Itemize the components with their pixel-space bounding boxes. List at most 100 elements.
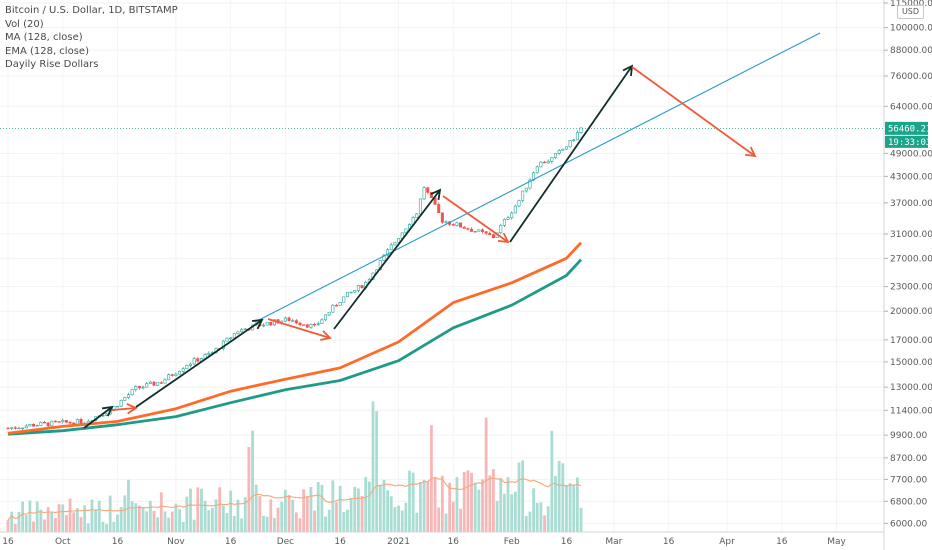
volume-bar <box>408 470 411 532</box>
candle-body <box>404 228 408 234</box>
volume-bar <box>232 516 236 532</box>
candle-body <box>261 324 265 327</box>
volume-bar <box>258 496 262 532</box>
volume-bar <box>422 480 426 532</box>
y-tick-label: 6000.00 <box>890 519 927 529</box>
candle-body <box>192 358 196 365</box>
volume-bar <box>6 520 10 532</box>
grid-layer <box>0 0 884 532</box>
volume-bar <box>484 417 488 532</box>
candle-body <box>316 323 320 325</box>
volume-bar <box>269 499 273 532</box>
y-tick-label: 17000.00 <box>890 336 932 346</box>
y-axis: 6000.00 6800.00 7700.00 8700.00 9900.00 11400… <box>883 0 932 550</box>
x-tick-label: Feb <box>504 537 520 547</box>
volume-bar <box>57 504 61 532</box>
volume-bar <box>576 477 579 532</box>
candle-body <box>156 382 160 386</box>
volume-bar <box>134 503 138 532</box>
y-tick-label: 23000.00 <box>890 283 932 293</box>
legend-symbol[interactable]: Bitcoin / U.S. Dollar, 1D, BITSTAMP <box>5 5 178 16</box>
candle-body <box>517 200 521 207</box>
x-tick-label: 16 <box>2 537 14 547</box>
candle-body <box>386 249 390 256</box>
candle-body <box>272 319 276 326</box>
y-tick-label: 37000.00 <box>890 199 932 209</box>
candle-body <box>484 231 488 234</box>
candle-body <box>539 161 543 168</box>
volume-bar <box>415 512 419 532</box>
candle-body <box>462 226 466 229</box>
y-tick-label: 31000.00 <box>890 230 932 240</box>
volume-bar <box>207 510 211 532</box>
candle-body <box>10 427 14 429</box>
arrow-up-3 <box>333 189 441 330</box>
y-tick-label: 88000.00 <box>890 46 932 56</box>
candle-body <box>506 217 510 220</box>
volume-bar <box>17 511 21 532</box>
candle-body <box>24 425 28 429</box>
volume-bar <box>342 511 346 532</box>
last-price-value: 56460.21 <box>888 125 931 135</box>
volume-bar <box>61 504 65 532</box>
candle-body <box>145 383 149 388</box>
candle-body <box>130 389 134 396</box>
legend-custom-indicator[interactable]: Dayily Rise Dollars <box>5 59 99 70</box>
volume-bar <box>579 507 583 532</box>
volume-bar <box>335 502 338 532</box>
candle-body <box>564 146 568 150</box>
x-tick-label: May <box>827 537 846 547</box>
candle-body <box>287 317 291 321</box>
candle-body <box>35 424 39 427</box>
volume-bar <box>211 507 214 532</box>
y-tick-label: 8700.00 <box>890 454 927 464</box>
legend-ema[interactable]: EMA (128, close) <box>5 45 89 57</box>
volume-bar <box>331 480 335 532</box>
volume-bar <box>389 496 393 532</box>
volume-bar <box>426 481 430 532</box>
volume-bar <box>444 513 448 532</box>
volume-bar <box>276 507 280 532</box>
x-tick-label: 16 <box>112 537 124 547</box>
volume-bar <box>39 509 43 532</box>
candle-body <box>459 222 463 228</box>
candle-body <box>572 139 576 141</box>
legend-ma[interactable]: MA (128, close) <box>5 32 83 43</box>
volume-bar <box>105 524 108 532</box>
volume-bar <box>411 472 415 532</box>
volume-bar <box>557 460 561 532</box>
volume-bar <box>320 484 324 532</box>
legend-volume[interactable]: Vol (20) <box>5 18 44 30</box>
currency-badge[interactable]: USD <box>897 5 924 19</box>
volume-bar <box>203 500 207 532</box>
volume-bar <box>185 496 189 532</box>
volume-bar <box>346 509 349 532</box>
candle-body <box>440 212 444 223</box>
candle-body <box>451 224 455 226</box>
candle-body <box>324 314 328 321</box>
volume-bar <box>357 488 360 532</box>
candle-body <box>178 371 182 375</box>
candle-body <box>170 374 174 376</box>
last-price-badge <box>885 121 928 135</box>
volume-bar <box>572 484 576 532</box>
candle-body <box>466 228 470 230</box>
volume-bar <box>481 479 484 532</box>
volume-bar <box>192 519 196 532</box>
candle-body <box>291 320 295 322</box>
candle-body <box>302 324 306 326</box>
volume-bar <box>499 478 503 532</box>
volume-bar <box>477 489 481 532</box>
volume-bar <box>21 501 24 532</box>
candle-body <box>418 198 422 215</box>
candle-body <box>510 212 514 219</box>
volume-bar <box>495 500 499 532</box>
candle-body <box>331 304 335 313</box>
volume-bar <box>152 510 156 532</box>
volume-bar <box>181 522 185 532</box>
indicator-lines-layer <box>7 241 583 436</box>
volume-bar <box>550 430 554 532</box>
volume-bar <box>75 508 79 532</box>
candles-layer <box>6 127 583 431</box>
